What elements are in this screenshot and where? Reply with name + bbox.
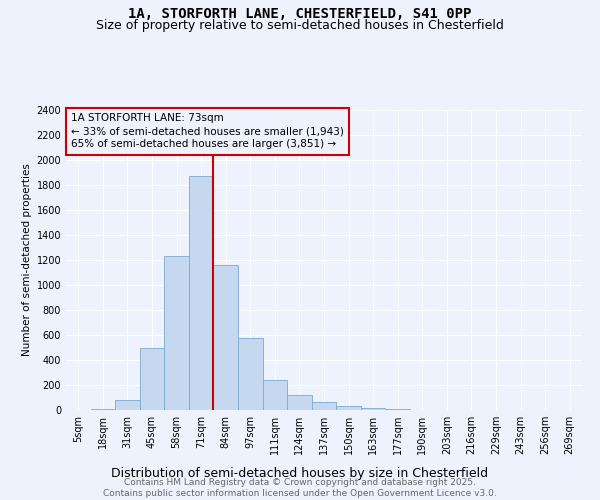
Bar [238,338,263,410]
Text: Size of property relative to semi-detached houses in Chesterfield: Size of property relative to semi-detach… [96,19,504,32]
Bar [164,256,189,410]
Text: Contains HM Land Registry data © Crown copyright and database right 2025.
Contai: Contains HM Land Registry data © Crown c… [103,478,497,498]
Bar [115,400,140,410]
Bar [287,395,312,410]
Text: 1A, STORFORTH LANE, CHESTERFIELD, S41 0PP: 1A, STORFORTH LANE, CHESTERFIELD, S41 0P… [128,8,472,22]
Bar [312,402,336,410]
Text: 1A STORFORTH LANE: 73sqm
← 33% of semi-detached houses are smaller (1,943)
65% o: 1A STORFORTH LANE: 73sqm ← 33% of semi-d… [71,113,344,150]
Bar [189,176,214,410]
Bar [263,380,287,410]
Bar [361,408,385,410]
Text: Distribution of semi-detached houses by size in Chesterfield: Distribution of semi-detached houses by … [112,467,488,480]
Bar [214,265,238,410]
Y-axis label: Number of semi-detached properties: Number of semi-detached properties [22,164,32,356]
Bar [140,348,164,410]
Bar [336,406,361,410]
